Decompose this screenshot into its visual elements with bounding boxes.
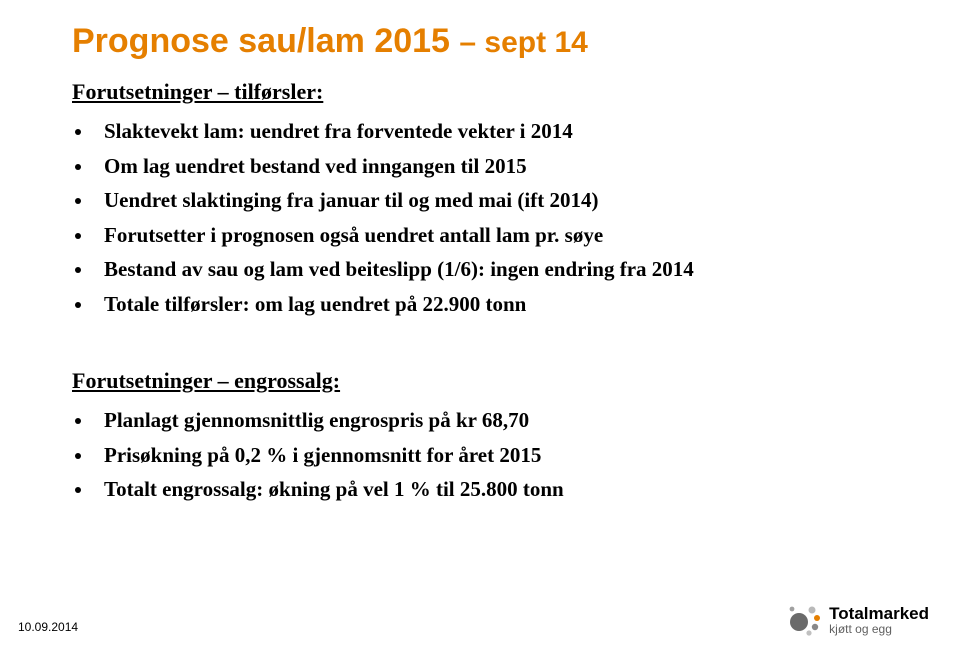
list-item: Uendret slaktinging fra januar til og me… [94,184,899,217]
list-item: Bestand av sau og lam ved beiteslipp (1/… [94,253,899,286]
footer-logo: Totalmarked kjøtt og egg [785,602,929,638]
logo-line1: Totalmarked [829,605,929,622]
title-suffix: – sept 14 [459,26,587,59]
list-item: Planlagt gjennomsnittlig engrospris på k… [94,404,899,437]
logo-text: Totalmarked kjøtt og egg [829,605,929,635]
logo-line2: kjøtt og egg [829,623,929,635]
section2-list: Planlagt gjennomsnittlig engrospris på k… [94,404,899,506]
list-item: Prisøkning på 0,2 % i gjennomsnitt for å… [94,439,899,472]
list-item: Totalt engrossalg: økning på vel 1 % til… [94,473,899,506]
section1-list: Slaktevekt lam: uendret fra forventede v… [94,115,899,320]
footer-date: 10.09.2014 [18,620,78,634]
section1-heading: Forutsetninger – tilførsler: [72,79,899,105]
slide-title: Prognose sau/lam 2015 – sept 14 [72,22,899,61]
spacer [72,322,899,368]
list-item: Slaktevekt lam: uendret fra forventede v… [94,115,899,148]
slide: Prognose sau/lam 2015 – sept 14 Forutset… [0,0,959,650]
logo-icon [785,602,821,638]
title-main: Prognose sau/lam 2015 [72,22,459,60]
section2-heading: Forutsetninger – engrossalg: [72,368,899,394]
list-item: Forutsetter i prognosen også uendret ant… [94,219,899,252]
list-item: Om lag uendret bestand ved inngangen til… [94,150,899,183]
list-item: Totale tilførsler: om lag uendret på 22.… [94,288,899,321]
